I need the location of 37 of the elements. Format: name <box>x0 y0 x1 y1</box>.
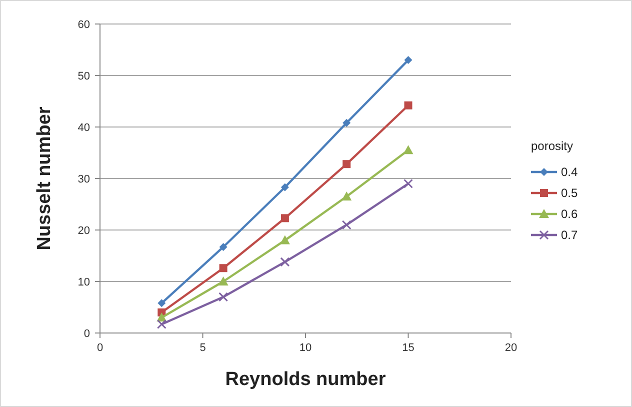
point <box>219 264 228 272</box>
point <box>280 214 289 222</box>
x-tick-label: 10 <box>299 342 312 354</box>
point <box>219 242 228 251</box>
y-axis-title: Nusselt number <box>34 106 55 250</box>
legend-label: 0.4 <box>561 165 578 179</box>
legend-title: porosity <box>531 139 574 153</box>
x-axis-title: Reynolds number <box>225 369 386 390</box>
x-tick-label: 0 <box>96 342 104 354</box>
point <box>342 118 351 127</box>
point <box>342 192 352 201</box>
legend-label: 0.7 <box>561 228 578 242</box>
point <box>156 319 166 329</box>
y-tick-label: 60 <box>78 19 90 31</box>
point <box>404 56 412 64</box>
x-tick-label: 5 <box>200 342 206 354</box>
point <box>342 220 352 230</box>
point <box>280 183 289 192</box>
point <box>403 145 414 154</box>
point <box>404 178 413 188</box>
y-tick-label: 30 <box>78 174 90 186</box>
point <box>218 276 228 286</box>
point <box>280 235 290 244</box>
legend-label: 0.5 <box>561 186 578 200</box>
point <box>342 160 351 168</box>
point <box>218 292 228 302</box>
y-tick-label: 10 <box>78 276 90 288</box>
y-tick-label: 50 <box>78 70 90 82</box>
x-tick-label: 15 <box>402 342 414 354</box>
point <box>404 101 412 110</box>
point <box>280 257 290 267</box>
point <box>158 299 166 308</box>
legend-label: 0.6 <box>561 207 578 221</box>
x-tick-label: 20 <box>504 342 518 354</box>
y-tick-label: 0 <box>84 328 90 340</box>
y-tick-label: 40 <box>78 122 90 134</box>
y-tick-label: 20 <box>78 225 90 237</box>
